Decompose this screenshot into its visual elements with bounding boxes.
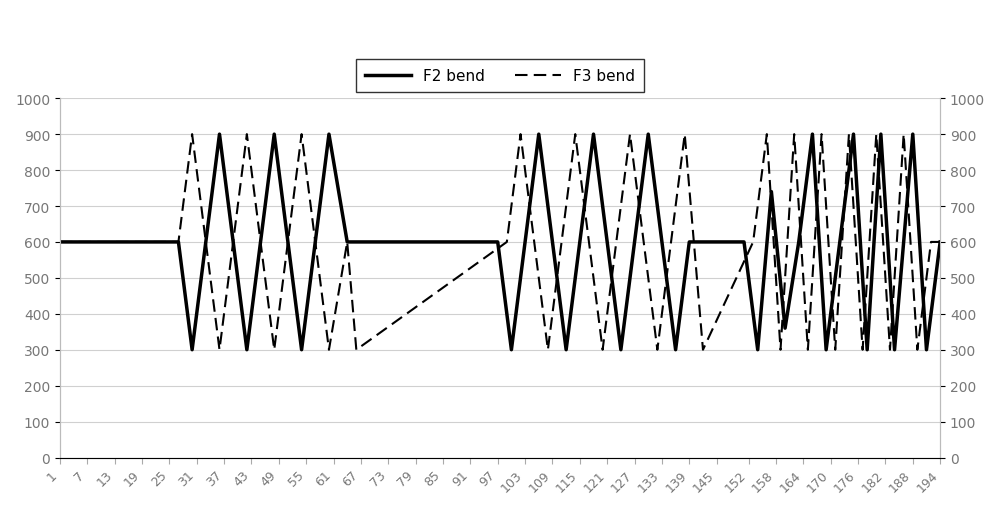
F2 bend <box>296 347 308 353</box>
F2 bend <box>492 239 504 245</box>
F2 bend <box>670 347 682 353</box>
F3 bend <box>679 132 691 138</box>
F2 bend <box>889 347 901 353</box>
F3 bend <box>870 132 882 138</box>
F3 bend <box>213 347 225 353</box>
F2 bend <box>793 239 805 245</box>
F3 bend <box>501 239 513 245</box>
F2 bend <box>738 239 750 245</box>
F3 bend <box>816 132 828 138</box>
F2 bend <box>341 239 353 245</box>
Legend: F2 bend, F3 bend: F2 bend, F3 bend <box>356 60 644 93</box>
F2 bend <box>765 189 777 195</box>
F2 bend <box>213 132 225 138</box>
F2 bend <box>241 347 253 353</box>
F2 bend <box>54 239 66 245</box>
F2 bend <box>793 239 805 245</box>
F2 bend <box>505 347 517 353</box>
F3 bend <box>268 347 280 353</box>
F3 bend <box>542 347 554 353</box>
F3 bend <box>934 239 946 245</box>
F2 bend <box>847 132 859 138</box>
F2 bend <box>172 239 184 245</box>
F2 bend <box>779 325 791 331</box>
F3 bend <box>775 347 787 353</box>
F3 bend <box>697 347 709 353</box>
F3 bend <box>341 239 353 245</box>
F3 bend <box>802 347 814 353</box>
F2 bend <box>934 239 946 245</box>
F3 bend <box>925 239 937 245</box>
F2 bend <box>588 132 600 138</box>
F3 bend <box>788 132 800 138</box>
F3 bend <box>350 347 362 353</box>
F2 bend <box>907 132 919 138</box>
F3 bend <box>884 347 896 353</box>
F2 bend <box>341 239 353 245</box>
F3 bend <box>323 347 335 353</box>
F3 bend <box>747 239 759 245</box>
F2 bend <box>323 132 335 138</box>
F3 bend <box>172 239 184 245</box>
F3 bend <box>597 347 609 353</box>
F3 bend <box>186 132 198 138</box>
F2 bend <box>533 132 545 138</box>
F3 bend <box>761 132 773 138</box>
F2 bend <box>875 132 887 138</box>
F2 bend <box>683 239 695 245</box>
F2 bend <box>492 239 504 245</box>
F3 bend <box>341 239 353 245</box>
F2 bend <box>752 347 764 353</box>
Line: F2 bend: F2 bend <box>60 135 940 350</box>
F2 bend <box>920 347 932 353</box>
F3 bend <box>515 132 527 138</box>
F3 bend <box>911 347 923 353</box>
F3 bend <box>241 132 253 138</box>
F3 bend <box>54 239 66 245</box>
F3 bend <box>569 132 581 138</box>
F3 bend <box>624 132 636 138</box>
Line: F3 bend: F3 bend <box>60 135 940 350</box>
F2 bend <box>642 132 654 138</box>
F2 bend <box>560 347 572 353</box>
F2 bend <box>615 347 627 353</box>
F3 bend <box>501 239 513 245</box>
F2 bend <box>820 347 832 353</box>
F2 bend <box>186 347 198 353</box>
F3 bend <box>172 239 184 245</box>
F3 bend <box>296 132 308 138</box>
F3 bend <box>829 347 841 353</box>
F3 bend <box>898 132 910 138</box>
F3 bend <box>697 347 709 353</box>
F2 bend <box>172 239 184 245</box>
F2 bend <box>268 132 280 138</box>
F2 bend <box>806 132 818 138</box>
F2 bend <box>683 239 695 245</box>
F3 bend <box>857 347 869 353</box>
F3 bend <box>651 347 663 353</box>
F2 bend <box>861 347 873 353</box>
F3 bend <box>843 132 855 138</box>
F2 bend <box>738 239 750 245</box>
F3 bend <box>747 239 759 245</box>
